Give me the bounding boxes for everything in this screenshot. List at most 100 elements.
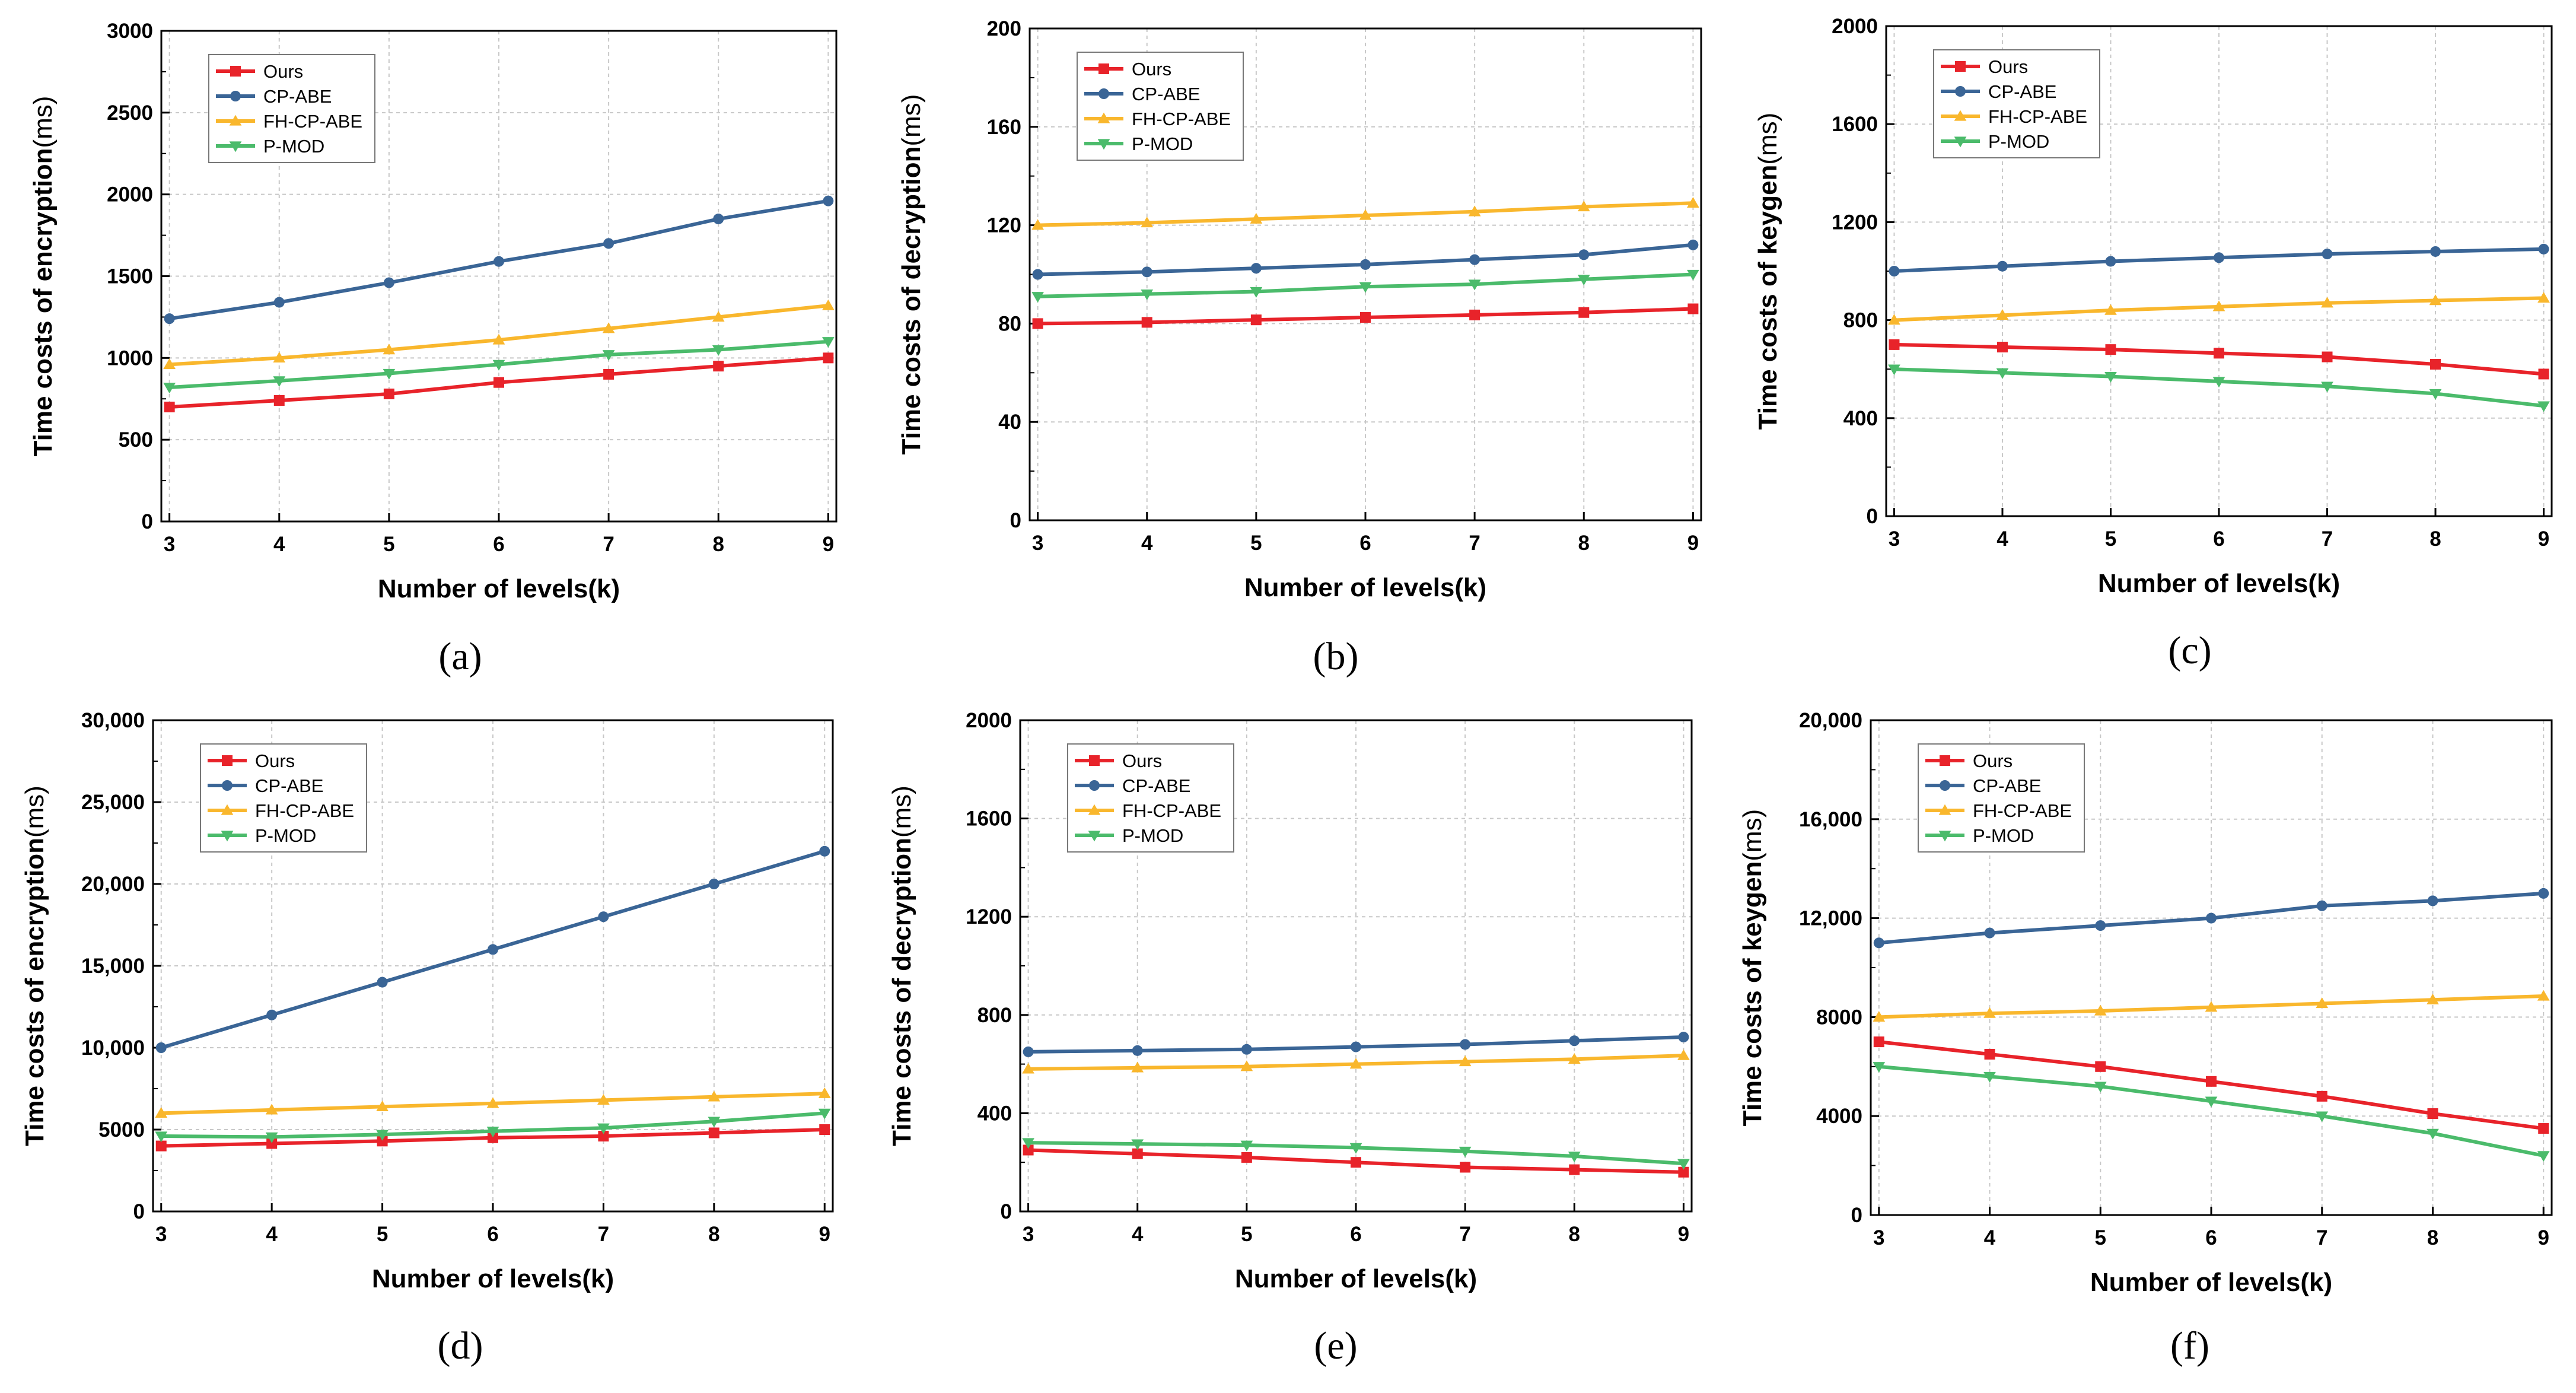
legend-label: P-MOD — [1122, 825, 1183, 846]
data-point — [2317, 901, 2327, 911]
y-axis-label: Time costs of decryption(ms) — [887, 785, 916, 1146]
x-tick-label: 4 — [1984, 1226, 1996, 1249]
data-point — [1142, 317, 1152, 327]
legend-label: P-MOD — [1132, 133, 1193, 154]
data-point — [1351, 1042, 1361, 1052]
y-axis-label-unit: (ms) — [887, 785, 916, 838]
data-point — [603, 369, 614, 380]
data-point — [2105, 344, 2116, 355]
y-tick-label: 1000 — [107, 346, 153, 370]
y-tick-label: 0 — [133, 1200, 145, 1223]
data-point — [488, 944, 498, 955]
y-tick-label: 30,000 — [81, 709, 145, 732]
data-point — [1033, 269, 1043, 280]
y-axis-label: Time costs of decryption(ms) — [897, 94, 926, 455]
data-point — [2214, 348, 2224, 358]
x-tick-label: 9 — [2538, 527, 2549, 551]
data-point — [1360, 259, 1371, 270]
legend-label: CP-ABE — [1132, 84, 1200, 104]
data-point — [384, 389, 394, 399]
y-tick-label: 25,000 — [81, 791, 145, 814]
x-tick-label: 5 — [2095, 1226, 2106, 1249]
data-point — [2095, 1061, 2106, 1072]
legend-marker — [1098, 88, 1109, 99]
data-point — [1241, 1044, 1252, 1055]
x-tick-label: 3 — [1032, 532, 1043, 555]
panel-caption: (d) — [438, 1324, 483, 1367]
y-axis-label-unit: (ms) — [28, 96, 58, 148]
legend-label: P-MOD — [1988, 131, 2049, 152]
y-tick-label: 1600 — [1832, 113, 1878, 136]
data-point — [156, 1042, 167, 1053]
legend-label: CP-ABE — [1988, 81, 2056, 102]
panel-caption: (e) — [1314, 1324, 1357, 1367]
data-point — [2430, 359, 2441, 370]
legend-label: CP-ABE — [263, 86, 332, 107]
data-point — [1251, 314, 1262, 325]
data-point — [2538, 1123, 2549, 1134]
data-point — [2322, 249, 2333, 259]
x-tick-label: 3 — [1873, 1226, 1884, 1249]
y-tick-label: 200 — [987, 17, 1021, 40]
data-point — [603, 238, 614, 249]
data-point — [384, 278, 394, 288]
x-axis-label: Number of levels(k) — [1244, 573, 1486, 602]
data-point — [266, 1010, 277, 1020]
data-point — [164, 402, 175, 412]
y-tick-label: 1500 — [107, 265, 153, 288]
data-point — [1578, 307, 1589, 318]
legend-label: Ours — [1122, 750, 1162, 771]
legend-label: Ours — [263, 61, 303, 82]
legend: OursCP-ABEFH-CP-ABEP-MOD — [200, 744, 367, 852]
chart-panel-6: 04000800012,00016,00020,0003456789Number… — [1738, 709, 2552, 1367]
data-point — [2322, 352, 2333, 362]
chart-panel-4: 0500010,00015,00020,00025,00030,00034567… — [20, 709, 833, 1367]
y-tick-label: 0 — [142, 510, 153, 533]
x-tick-label: 5 — [2105, 527, 2116, 551]
legend-marker — [222, 780, 233, 791]
data-point — [164, 313, 175, 324]
data-point — [709, 1128, 719, 1138]
legend-label: P-MOD — [263, 136, 324, 157]
legend-label: FH-CP-ABE — [1973, 800, 2072, 821]
data-point — [1132, 1045, 1143, 1056]
data-point — [1874, 1036, 1884, 1047]
data-point — [1678, 1032, 1689, 1042]
y-axis-label-unit: (ms) — [20, 785, 49, 838]
data-point — [823, 196, 833, 206]
y-tick-label: 400 — [977, 1102, 1012, 1125]
legend-marker — [1089, 780, 1100, 791]
y-tick-label: 3000 — [107, 20, 153, 43]
x-tick-label: 6 — [493, 533, 504, 556]
data-point — [274, 297, 285, 308]
data-point — [1460, 1039, 1470, 1049]
data-point — [1033, 318, 1043, 329]
y-axis-label-unit: (ms) — [897, 94, 926, 147]
y-tick-label: 0 — [1867, 505, 1878, 528]
data-point — [823, 352, 833, 363]
legend-marker — [222, 755, 233, 766]
x-tick-label: 7 — [1459, 1223, 1470, 1246]
y-tick-label: 0 — [1010, 509, 1021, 532]
x-tick-label: 6 — [2205, 1226, 2217, 1249]
y-axis-label-main: Time costs of keygen — [1738, 861, 1767, 1127]
y-axis-label-unit: (ms) — [1738, 809, 1767, 861]
x-tick-label: 5 — [377, 1223, 388, 1246]
data-point — [713, 214, 724, 224]
legend-label: P-MOD — [1973, 825, 2034, 846]
x-axis-label: Number of levels(k) — [372, 1264, 614, 1293]
x-tick-label: 4 — [1997, 527, 2008, 551]
y-tick-label: 20,000 — [81, 873, 145, 896]
data-point — [598, 911, 609, 922]
legend-marker — [1940, 755, 1950, 766]
legend: OursCP-ABEFH-CP-ABEP-MOD — [1918, 744, 2084, 852]
data-point — [2427, 1108, 2438, 1119]
legend-marker — [1955, 61, 1966, 72]
legend-marker — [1940, 780, 1950, 791]
data-point — [2105, 256, 2116, 266]
data-point — [1360, 312, 1371, 323]
data-point — [1889, 266, 1899, 276]
legend: OursCP-ABEFH-CP-ABEP-MOD — [1068, 744, 1234, 852]
y-tick-label: 10,000 — [81, 1036, 145, 1060]
y-tick-label: 800 — [1843, 309, 1878, 332]
